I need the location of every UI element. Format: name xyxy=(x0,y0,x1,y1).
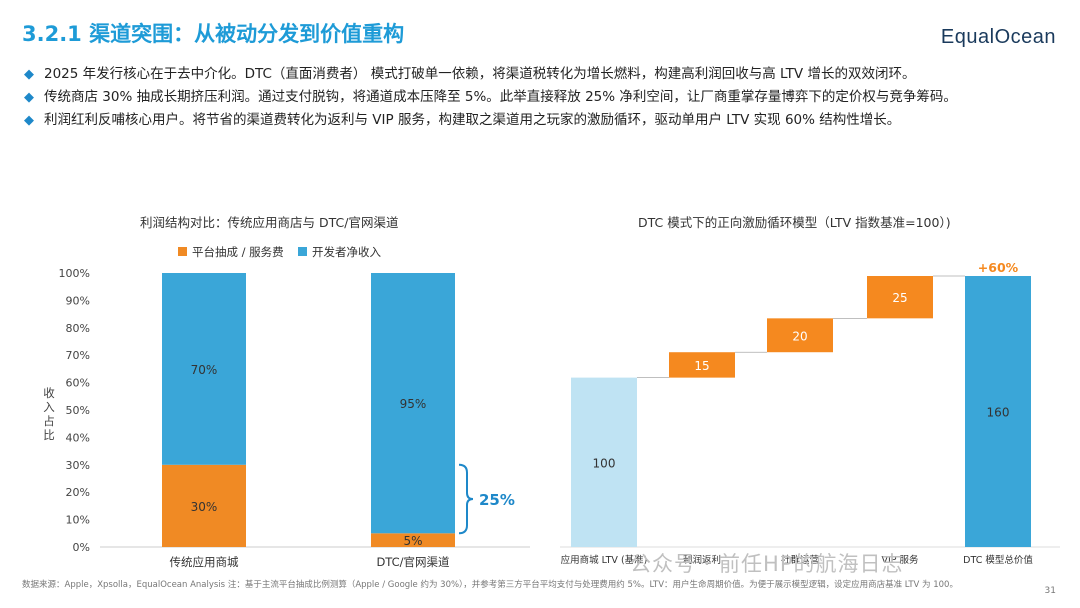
ltv-waterfall-chart: 100 应用商城 LTV (基准) 15 利润返利 20 社群运营 25 VIP 服务 160 D… xyxy=(560,260,1060,566)
legend-label: 开发者净收入 xyxy=(312,245,381,259)
waterfall-bar xyxy=(571,377,637,547)
y-tick-label: 100% xyxy=(59,267,90,280)
bullet-item: ◆ 利润红利反哺核心用户。将节省的渠道费转化为返利与 VIP 服务，构建取之渠道… xyxy=(22,110,1062,131)
waterfall-bar xyxy=(965,276,1031,547)
y-tick-label: 80% xyxy=(66,322,90,335)
y-tick-label: 90% xyxy=(66,294,90,307)
bar-value-label: 95% xyxy=(400,397,427,411)
y-tick-label: 50% xyxy=(66,404,90,417)
stacked-bar-segment xyxy=(371,273,455,534)
y-tick-label: 30% xyxy=(66,459,90,472)
x-category-label: DTC/官网渠道 xyxy=(376,555,450,569)
x-category-label: 社群运营 xyxy=(781,554,819,566)
bar-value-label: 30% xyxy=(191,500,218,514)
y-tick-label: 60% xyxy=(66,377,90,390)
bar-value-label: 70% xyxy=(191,363,218,377)
y-tick-label: 20% xyxy=(66,486,90,499)
diamond-bullet-icon: ◆ xyxy=(24,113,34,128)
right-chart-title: DTC 模式下的正向激励循环模型（LTV 指数基准=100）) xyxy=(638,215,951,230)
waterfall-value-label: 25 xyxy=(892,291,907,305)
stacked-bar-segment xyxy=(162,273,246,465)
profit-structure-chart: 平台抽成 / 服务费 开发者净收入 0% 10% 20% 30% 40% 50% 60% 70% 8… xyxy=(43,245,530,569)
page-title: 3.2.1 渠道突围：从被动分发到价值重构 xyxy=(22,22,405,46)
x-category-label: VIP 服务 xyxy=(881,554,919,566)
difference-annotation: 25% xyxy=(479,491,515,509)
y-tick-label: 40% xyxy=(66,431,90,444)
x-category-label: 传统应用商城 xyxy=(170,555,239,569)
difference-bracket xyxy=(458,463,474,535)
bullet-text: 传统商店 30% 抽成长期挤压利润。通过支付脱钩，将通道成本压降至 5%。此举直… xyxy=(44,89,957,105)
y-axis-label: 收入占比 xyxy=(43,386,55,442)
diamond-bullet-icon: ◆ xyxy=(24,67,34,82)
diamond-bullet-icon: ◆ xyxy=(24,90,34,105)
left-chart-title: 利润结构对比：传统应用商店与 DTC/官网渠道 xyxy=(140,215,399,230)
waterfall-value-label: 160 xyxy=(987,406,1010,420)
y-tick-label: 10% xyxy=(66,514,90,527)
wechat-watermark: 公众号 · 前任HP的航海日志 xyxy=(630,552,904,576)
x-category-label: 应用商城 LTV (基准) xyxy=(561,554,648,566)
bullet-item: ◆ 2025 年发行核心在于去中介化。DTC（直面消费者） 模式打破单一依赖，将… xyxy=(22,64,1062,85)
source-footnote: 数据来源：Apple，Xpsolla，EqualOcean Analysis 注… xyxy=(22,580,958,590)
y-tick-label: 70% xyxy=(66,349,90,362)
growth-annotation: +60% xyxy=(978,260,1019,275)
stacked-bar-segment xyxy=(162,464,246,547)
x-category-label: DTC 模型总价值 xyxy=(963,554,1033,566)
equalocean-logo: EqualOcean xyxy=(940,26,1056,48)
bullet-item: ◆ 传统商店 30% 抽成长期挤压利润。通过支付脱钩，将通道成本压降至 5%。此… xyxy=(22,87,1062,108)
legend-swatch xyxy=(178,247,187,256)
bullet-list: ◆ 2025 年发行核心在于去中介化。DTC（直面消费者） 模式打破单一依赖，将… xyxy=(22,64,1062,133)
page-number: 31 xyxy=(1044,586,1056,596)
legend-swatch xyxy=(298,247,307,256)
waterfall-bar xyxy=(669,352,735,378)
bullet-text: 利润红利反哺核心用户。将节省的渠道费转化为返利与 VIP 服务，构建取之渠道用之… xyxy=(44,112,901,128)
stacked-bar-segment xyxy=(371,533,455,547)
bullet-text: 2025 年发行核心在于去中介化。DTC（直面消费者） 模式打破单一依赖，将渠道… xyxy=(44,66,916,82)
bar-value-label: 5% xyxy=(403,534,422,548)
x-category-label: 利润返利 xyxy=(683,554,721,566)
waterfall-value-label: 15 xyxy=(694,359,709,373)
waterfall-value-label: 20 xyxy=(792,329,807,343)
waterfall-bar xyxy=(767,318,833,353)
legend-label: 平台抽成 / 服务费 xyxy=(192,245,284,259)
waterfall-bar xyxy=(867,276,933,319)
waterfall-value-label: 100 xyxy=(593,456,616,470)
y-tick-label: 0% xyxy=(73,541,90,554)
